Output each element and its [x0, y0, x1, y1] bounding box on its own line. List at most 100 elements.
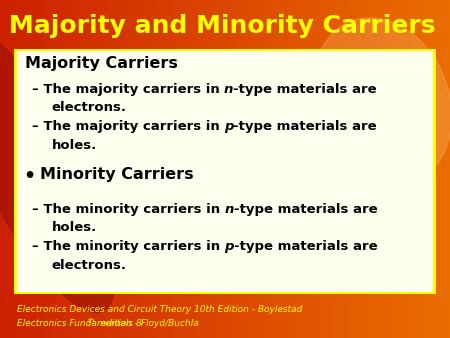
- Bar: [104, 0, 108, 338]
- Bar: [86, 0, 90, 338]
- Text: -type materials are: -type materials are: [234, 240, 378, 253]
- Bar: [176, 0, 180, 338]
- Text: Majority and Minority Carriers: Majority and Minority Carriers: [9, 14, 436, 38]
- FancyBboxPatch shape: [17, 51, 433, 292]
- Bar: [4, 0, 9, 338]
- Bar: [194, 0, 198, 338]
- Bar: [63, 0, 68, 338]
- Text: -type materials are: -type materials are: [234, 120, 377, 133]
- Bar: [441, 0, 446, 338]
- Bar: [225, 0, 230, 338]
- Bar: [22, 0, 27, 338]
- Bar: [220, 0, 225, 338]
- Text: •: •: [23, 167, 36, 186]
- Bar: [266, 0, 270, 338]
- Text: -type materials are: -type materials are: [234, 203, 377, 216]
- Bar: [153, 0, 157, 338]
- Text: Electronics Devices and Circuit Theory 10th Edition - Boylestad: Electronics Devices and Circuit Theory 1…: [17, 305, 302, 314]
- Bar: [423, 0, 428, 338]
- Ellipse shape: [10, 155, 98, 318]
- Bar: [171, 0, 176, 338]
- Bar: [261, 0, 266, 338]
- Text: p: p: [224, 120, 234, 133]
- Bar: [81, 0, 86, 338]
- Bar: [14, 0, 18, 338]
- Text: electrons.: electrons.: [52, 259, 127, 271]
- Bar: [189, 0, 194, 338]
- Bar: [36, 0, 40, 338]
- Bar: [112, 0, 117, 338]
- Bar: [135, 0, 140, 338]
- Text: Electronics Fundamentals 8: Electronics Fundamentals 8: [17, 319, 142, 329]
- Text: holes.: holes.: [52, 221, 97, 234]
- Bar: [396, 0, 400, 338]
- Bar: [432, 0, 436, 338]
- Bar: [248, 0, 252, 338]
- Bar: [405, 0, 410, 338]
- Bar: [351, 0, 356, 338]
- Bar: [338, 0, 342, 338]
- Bar: [302, 0, 306, 338]
- Bar: [436, 0, 441, 338]
- Bar: [32, 0, 36, 338]
- Bar: [58, 0, 63, 338]
- Bar: [446, 0, 450, 338]
- Bar: [158, 0, 162, 338]
- Bar: [238, 0, 243, 338]
- Bar: [374, 0, 378, 338]
- Bar: [410, 0, 414, 338]
- Bar: [279, 0, 284, 338]
- Text: p: p: [224, 240, 234, 253]
- Text: – The minority carriers in: – The minority carriers in: [32, 240, 224, 253]
- Ellipse shape: [0, 25, 115, 313]
- Bar: [243, 0, 248, 338]
- Text: th: th: [88, 318, 95, 324]
- Bar: [148, 0, 153, 338]
- Text: – The minority carriers in: – The minority carriers in: [32, 203, 224, 216]
- Bar: [310, 0, 315, 338]
- Text: electrons.: electrons.: [52, 101, 127, 114]
- Bar: [369, 0, 374, 338]
- Bar: [18, 0, 22, 338]
- Text: edition - Floyd/Buchla: edition - Floyd/Buchla: [98, 319, 199, 329]
- Bar: [45, 0, 50, 338]
- Bar: [418, 0, 423, 338]
- Bar: [162, 0, 166, 338]
- Bar: [333, 0, 338, 338]
- Bar: [166, 0, 171, 338]
- Bar: [256, 0, 261, 338]
- Bar: [324, 0, 328, 338]
- Bar: [0, 0, 4, 338]
- Bar: [207, 0, 211, 338]
- Bar: [306, 0, 310, 338]
- Bar: [50, 0, 54, 338]
- Bar: [364, 0, 369, 338]
- Bar: [180, 0, 184, 338]
- Bar: [126, 0, 130, 338]
- Bar: [288, 0, 292, 338]
- Text: holes.: holes.: [52, 139, 97, 151]
- Text: n: n: [224, 83, 233, 96]
- Text: – The majority carriers in: – The majority carriers in: [32, 83, 224, 96]
- Bar: [9, 0, 14, 338]
- Bar: [315, 0, 320, 338]
- Bar: [274, 0, 279, 338]
- Bar: [130, 0, 135, 338]
- Bar: [360, 0, 364, 338]
- Bar: [140, 0, 144, 338]
- Bar: [230, 0, 234, 338]
- Bar: [54, 0, 58, 338]
- Bar: [144, 0, 148, 338]
- Bar: [122, 0, 126, 338]
- Bar: [202, 0, 207, 338]
- Bar: [320, 0, 324, 338]
- Bar: [108, 0, 112, 338]
- Bar: [198, 0, 202, 338]
- Bar: [292, 0, 297, 338]
- Bar: [284, 0, 288, 338]
- Text: -type materials are: -type materials are: [233, 83, 377, 96]
- Text: Majority Carriers: Majority Carriers: [25, 56, 178, 71]
- Ellipse shape: [313, 18, 450, 185]
- Bar: [94, 0, 99, 338]
- Text: Minority Carriers: Minority Carriers: [40, 167, 194, 182]
